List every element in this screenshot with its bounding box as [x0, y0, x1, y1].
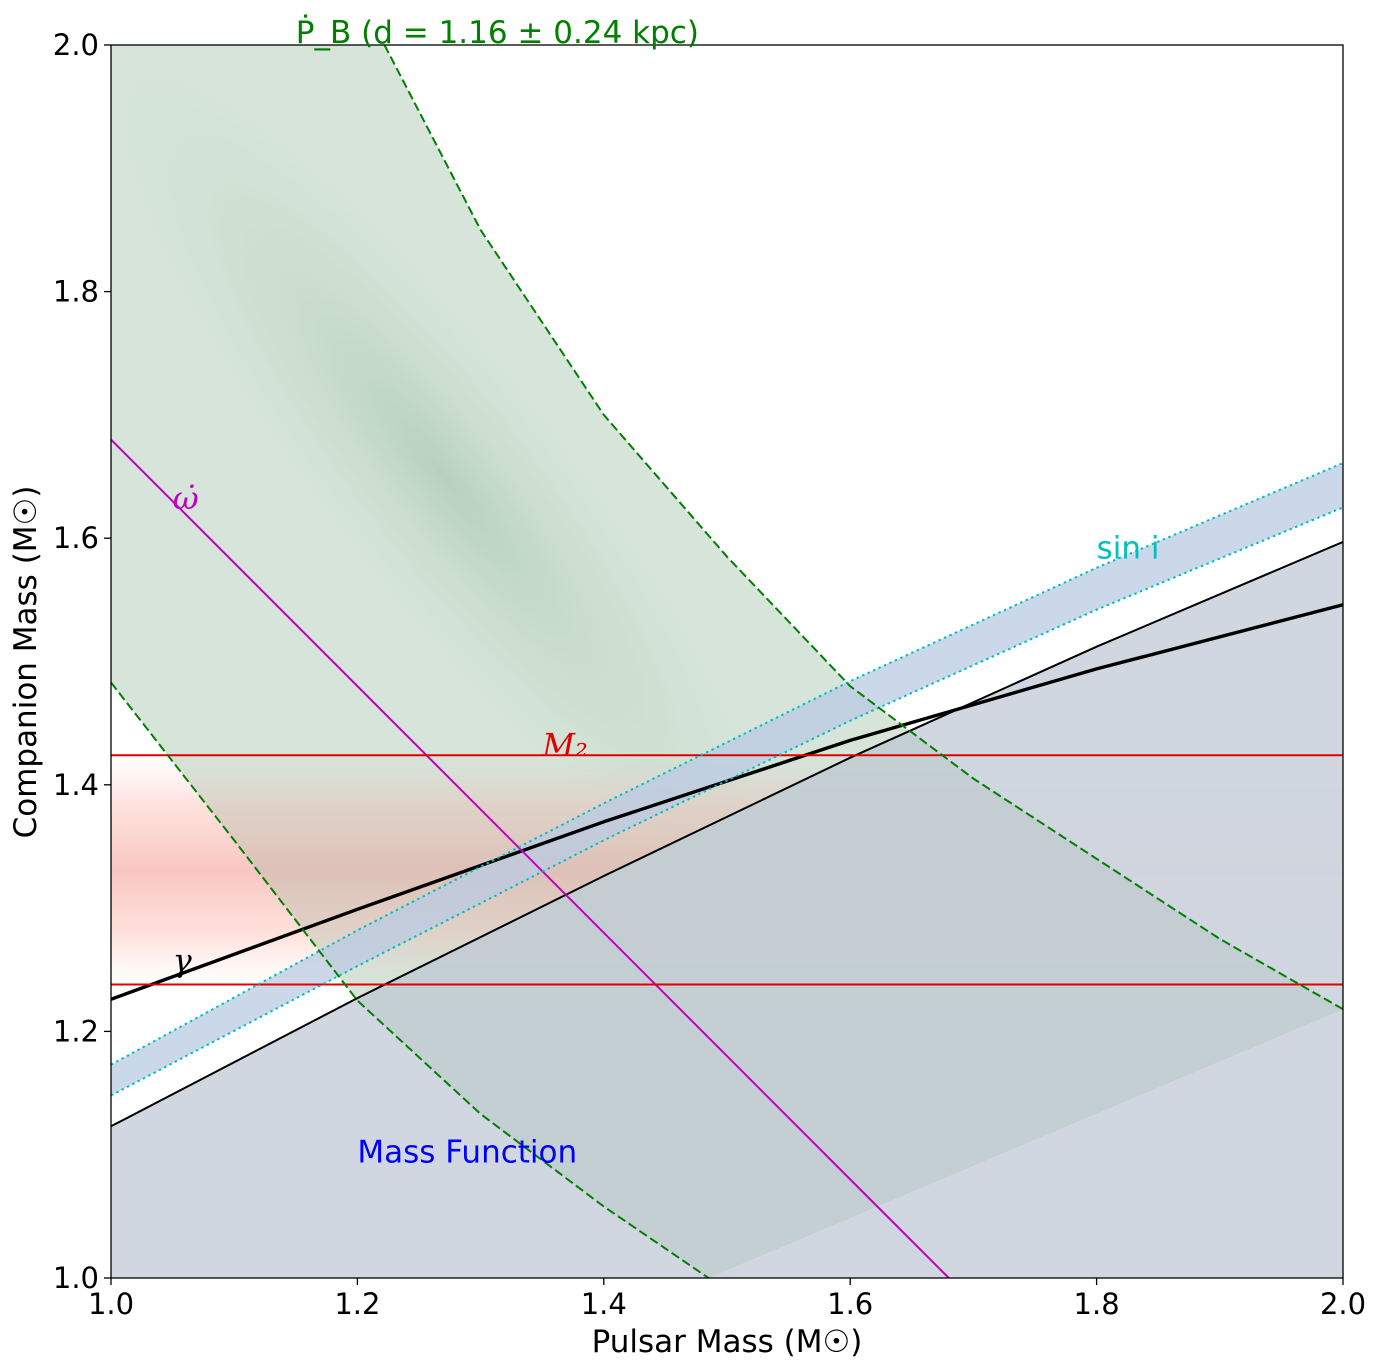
mass-function-region [111, 541, 1343, 1278]
annotation-massfn: Mass Function [357, 1135, 577, 1171]
y-tick-label: 1.4 [53, 768, 99, 802]
x-tick-label: 1.6 [827, 1287, 873, 1321]
series-line-8 [111, 681, 710, 1278]
annotation-m2: M₂ [541, 726, 588, 764]
x-tick-label: 1.2 [334, 1287, 380, 1321]
likelihood-shading [111, 45, 1343, 1278]
y-tick-label: 1.6 [53, 521, 99, 555]
y-tick-label: 2.0 [53, 28, 99, 62]
x-axis-title: Pulsar Mass (M☉) [592, 1324, 863, 1360]
annotation-omega: ω̇ [173, 479, 199, 517]
x-tick-label: 1.8 [1074, 1287, 1120, 1321]
plot-frame [110, 44, 1344, 1279]
plot-area [111, 45, 1343, 1278]
pbdot-band-core [111, 60, 778, 893]
annotations: Ṗ_B (d = 1.16 ± 0.24 kpc) ω̇ sin i M₂ γ Mass … [173, 15, 1160, 1171]
y-tick-label: 1.0 [53, 1261, 99, 1295]
series-lines [111, 45, 1343, 1278]
annotation-gamma: γ [173, 942, 193, 980]
annotation-pbdot: Ṗ_B (d = 1.16 ± 0.24 kpc) [296, 15, 699, 51]
series-line-6 [111, 506, 1343, 1097]
series-line-2 [111, 438, 950, 1278]
x-tick-label: 2.0 [1320, 1287, 1366, 1321]
y-axis-title: Companion Mass (M☉) [8, 486, 44, 839]
y-tick-label: 1.2 [53, 1014, 99, 1048]
sini-band [111, 463, 1343, 1096]
annotation-sini: sin i [1097, 531, 1160, 567]
series-line-7 [383, 45, 1343, 1011]
pbdot-overlap-shade [111, 45, 1343, 1278]
axis-ticks: 1.0 1.2 1.4 1.6 1.8 2.0 1.0 1.2 1.4 1.6 1.8 2.0 [53, 28, 1366, 1321]
y-tick-label: 1.8 [53, 275, 99, 309]
x-tick-label: 1.4 [581, 1287, 627, 1321]
series-line-0 [111, 540, 1343, 1128]
x-tick-label: 1.0 [88, 1287, 134, 1321]
